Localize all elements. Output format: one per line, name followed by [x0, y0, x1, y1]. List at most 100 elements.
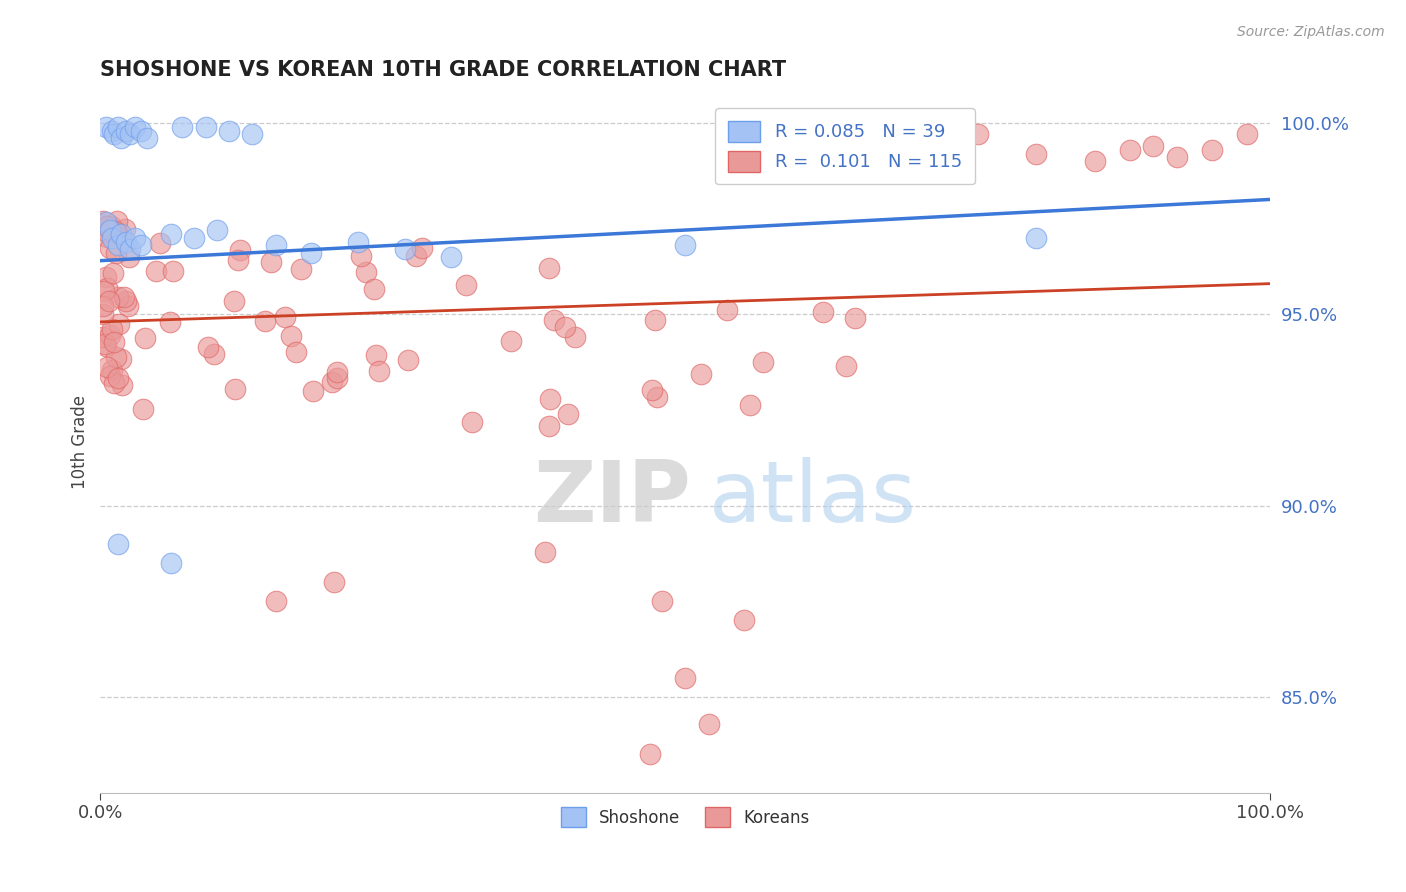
Point [107, 227, 129, 242]
Point [1166, 150, 1188, 164]
Point [368, 364, 391, 378]
Point [112, 290, 135, 304]
Point [91, 307, 114, 321]
Point [641, 383, 664, 397]
Text: Source: ZipAtlas.com: Source: ZipAtlas.com [1237, 25, 1385, 39]
Point [91, 217, 114, 231]
Point [733, 614, 755, 628]
Point [107, 317, 129, 331]
Point [110, 351, 132, 366]
Point [738, 398, 761, 412]
Point [323, 575, 346, 590]
Point [110, 131, 132, 145]
Point [98, 223, 121, 237]
Point [197, 340, 219, 354]
Point [96, 359, 118, 374]
Point [107, 120, 129, 134]
Point [1025, 230, 1047, 244]
Point [254, 313, 277, 327]
Point [1142, 139, 1164, 153]
Point [94, 339, 117, 353]
Point [105, 213, 128, 227]
Point [285, 344, 308, 359]
Point [103, 128, 125, 142]
Point [124, 120, 146, 134]
Point [229, 243, 252, 257]
Point [101, 322, 124, 336]
Point [101, 363, 124, 377]
Point [690, 367, 713, 381]
Point [115, 235, 138, 249]
Text: SHOSHONE VS KOREAN 10TH GRADE CORRELATION CHART: SHOSHONE VS KOREAN 10TH GRADE CORRELATIO… [100, 60, 786, 79]
Point [129, 238, 152, 252]
Point [159, 315, 181, 329]
Point [110, 227, 132, 241]
Point [218, 123, 240, 137]
Point [194, 120, 217, 134]
Point [301, 384, 323, 398]
Point [114, 222, 136, 236]
Point [132, 401, 155, 416]
Point [136, 131, 159, 145]
Point [104, 223, 127, 237]
Point [1084, 154, 1107, 169]
Text: ZIP: ZIP [533, 457, 690, 540]
Point [96, 215, 118, 229]
Point [183, 230, 205, 244]
Point [411, 241, 433, 255]
Point [834, 359, 856, 373]
Point [363, 282, 385, 296]
Point [321, 375, 343, 389]
Point [264, 238, 287, 252]
Point [280, 329, 302, 343]
Point [129, 123, 152, 137]
Point [405, 249, 427, 263]
Point [96, 281, 118, 295]
Point [94, 269, 117, 284]
Point [222, 293, 245, 308]
Point [538, 419, 561, 434]
Point [226, 252, 249, 267]
Point [118, 242, 141, 256]
Point [242, 128, 264, 142]
Point [159, 556, 181, 570]
Point [134, 331, 156, 345]
Point [326, 371, 349, 385]
Point [149, 235, 172, 250]
Point [273, 310, 295, 324]
Point [118, 128, 141, 142]
Point [111, 377, 134, 392]
Point [673, 238, 696, 252]
Point [93, 285, 115, 299]
Point [207, 223, 229, 237]
Point [651, 594, 673, 608]
Point [537, 260, 560, 275]
Point [202, 347, 225, 361]
Point [640, 747, 662, 762]
Point [394, 242, 416, 256]
Point [107, 238, 129, 252]
Point [499, 334, 522, 348]
Point [162, 264, 184, 278]
Point [456, 278, 478, 293]
Point [813, 305, 835, 319]
Point [105, 226, 128, 240]
Point [844, 310, 866, 325]
Point [98, 368, 121, 383]
Point [264, 594, 287, 608]
Point [697, 716, 720, 731]
Point [159, 227, 181, 241]
Point [325, 365, 347, 379]
Point [107, 290, 129, 304]
Point [94, 337, 117, 351]
Point [346, 235, 368, 249]
Point [97, 293, 120, 308]
Point [101, 230, 124, 244]
Point [115, 123, 138, 137]
Point [259, 254, 281, 268]
Point [96, 219, 118, 233]
Point [101, 123, 124, 137]
Point [534, 544, 557, 558]
Point [364, 348, 387, 362]
Point [115, 294, 138, 309]
